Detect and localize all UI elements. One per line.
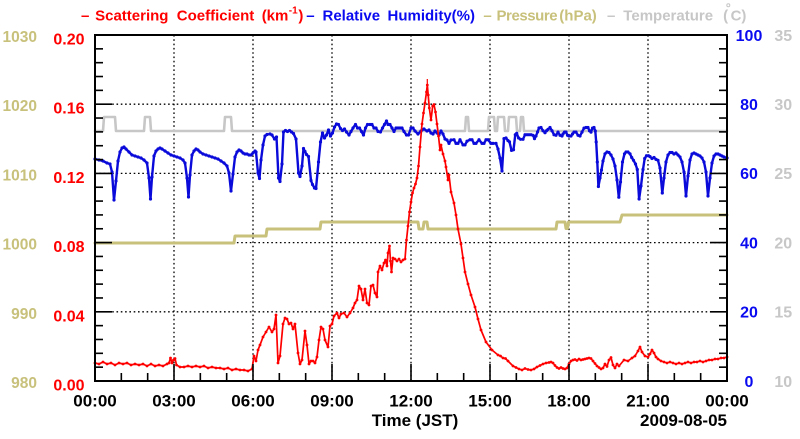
svg-text:980: 980 [11, 375, 37, 392]
svg-text:Temperature: Temperature [623, 8, 713, 25]
svg-text:20: 20 [740, 305, 758, 322]
svg-text:(hPa): (hPa) [559, 8, 597, 25]
svg-text:Scattering: Scattering [95, 8, 168, 25]
svg-text:06:00: 06:00 [231, 392, 274, 411]
svg-text:40: 40 [740, 235, 758, 252]
svg-text:1000: 1000 [3, 237, 37, 254]
svg-text:18:00: 18:00 [547, 392, 590, 411]
svg-text:20: 20 [774, 235, 792, 252]
svg-text:0.16: 0.16 [53, 101, 84, 118]
svg-text:0: 0 [745, 374, 754, 391]
svg-text:): ) [298, 8, 303, 25]
svg-text:1010: 1010 [3, 167, 37, 184]
svg-text:–: – [607, 8, 615, 25]
svg-text:C): C) [731, 8, 747, 25]
svg-text:03:00: 03:00 [152, 392, 195, 411]
svg-text:100: 100 [736, 28, 763, 45]
svg-text:21:00: 21:00 [626, 392, 669, 411]
svg-text:990: 990 [11, 306, 37, 323]
svg-text:0.04: 0.04 [53, 308, 84, 325]
svg-text:1020: 1020 [3, 98, 37, 115]
svg-text:0.12: 0.12 [53, 170, 84, 187]
svg-text:15: 15 [774, 305, 792, 322]
svg-text:1030: 1030 [3, 29, 37, 46]
svg-text:(: ( [723, 8, 728, 25]
svg-text:2009-08-05: 2009-08-05 [640, 411, 727, 430]
svg-text:25: 25 [774, 166, 792, 183]
svg-text:30: 30 [774, 97, 792, 114]
svg-text:60: 60 [740, 166, 758, 183]
svg-text:Humidity(%): Humidity(%) [388, 8, 476, 25]
svg-text:Relative: Relative [323, 8, 381, 25]
svg-text:00:00: 00:00 [705, 392, 748, 411]
svg-text:35: 35 [774, 28, 792, 45]
svg-text:Coefficient: Coefficient [177, 8, 255, 25]
svg-text:(km: (km [262, 8, 289, 25]
svg-text:00:00: 00:00 [73, 392, 116, 411]
svg-text:15:00: 15:00 [468, 392, 511, 411]
svg-text:0.08: 0.08 [53, 239, 84, 256]
svg-text:Time (JST): Time (JST) [372, 411, 459, 430]
svg-text:Pressure: Pressure [497, 8, 558, 25]
svg-text:–: – [306, 8, 314, 25]
svg-text:–: – [81, 8, 89, 25]
svg-text:–: – [483, 8, 491, 25]
svg-text:80: 80 [740, 97, 758, 114]
svg-text:0.20: 0.20 [53, 32, 84, 49]
svg-text:12:00: 12:00 [389, 392, 432, 411]
svg-text:09:00: 09:00 [310, 392, 353, 411]
svg-text:-1: -1 [289, 6, 298, 17]
svg-text:0.00: 0.00 [53, 378, 84, 395]
svg-text:10: 10 [774, 374, 792, 391]
